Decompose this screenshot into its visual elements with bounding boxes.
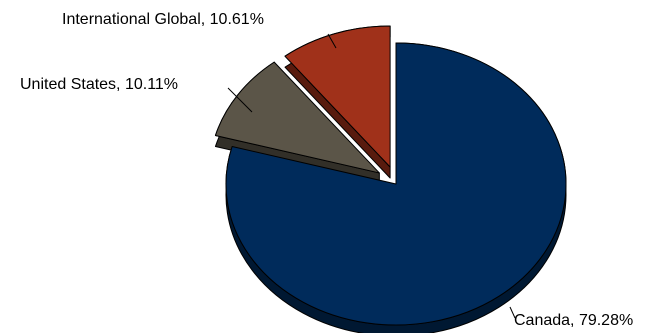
slice-label-international-global: International Global, 10.61% xyxy=(62,11,264,28)
pie-slice-international-global xyxy=(284,25,391,168)
pie-slice-canada xyxy=(225,42,567,326)
slice-label-united-states: United States, 10.11% xyxy=(20,76,179,93)
leader-line-canada xyxy=(509,306,516,319)
pie-slice-united-states xyxy=(214,61,380,174)
leader-line-international-global xyxy=(327,33,337,49)
leader-line-united-states xyxy=(227,87,253,113)
slice-label-canada: Canada, 79.28% xyxy=(514,312,634,329)
